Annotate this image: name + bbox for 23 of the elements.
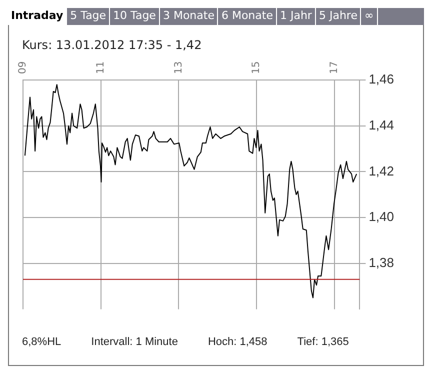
x-tick-label: 11 [95,61,106,74]
y-tick-label: 1,40 [368,209,394,224]
text: Tief: 1,365 [297,336,349,348]
text: 6 Monate [218,8,277,25]
text: 5 Tage [67,8,110,25]
text: Intervall: 1 Minute [91,336,178,348]
y-tick-label: 1,38 [368,254,394,270]
x-tick-label: 17 [328,61,340,74]
text: Hoch: 1,458 [208,336,268,348]
text: ∞ [361,8,378,25]
text: Intraday [8,8,68,25]
text: 10 Tage [110,8,160,25]
x-tick-label: 13 [173,61,184,74]
x-tick-label: 09 [18,61,29,74]
text: 1 Jahr [276,8,316,25]
text: 3 Monate [160,8,218,25]
chart-title: Kurs: 13.01.2012 17:35 - 1,42 [22,38,202,52]
y-tick-label: 1,42 [368,163,394,178]
x-tick-label: 15 [251,61,262,74]
y-tick-label: 1,44 [368,117,394,132]
text: 6,8%HL [22,336,62,348]
y-tick-label: 1,46 [368,72,394,87]
text: 5 Jahre [316,8,362,25]
